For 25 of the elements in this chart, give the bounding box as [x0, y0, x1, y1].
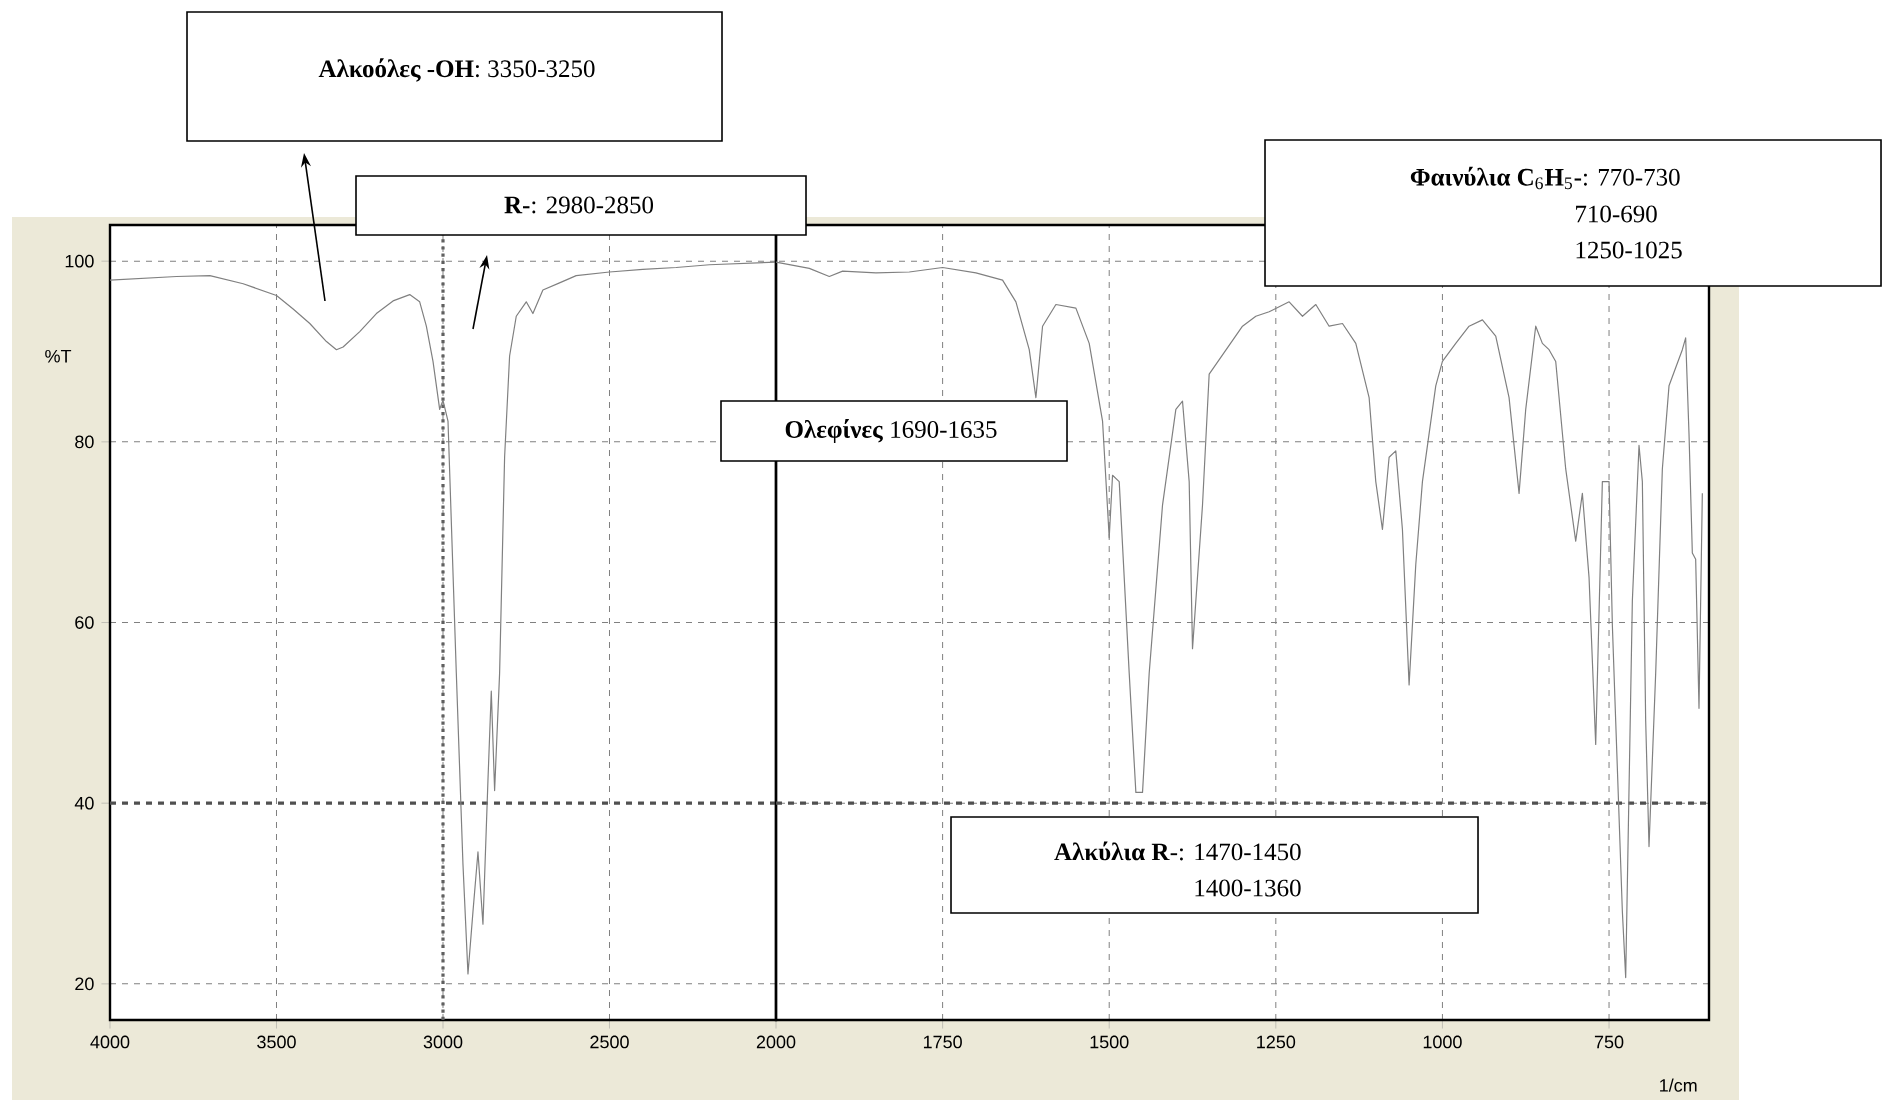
- x-tick-label: 2000: [756, 1035, 796, 1049]
- text: Φαινύλια C$_{6}$H$_{5}$-: 770-730: [1410, 166, 1680, 190]
- annotation: 1250-1025: [1576, 241, 1682, 259]
- x-tick-label: 1500: [1090, 1035, 1129, 1049]
- x-tick-label: 3500: [257, 1035, 296, 1049]
- y-axis-title: %T: [45, 349, 72, 363]
- x-axis-title: 1/cm: [1660, 1078, 1697, 1092]
- y-tick-label: 60: [75, 616, 94, 629]
- y-tick-label: 80: [75, 435, 94, 449]
- x-tick-label: 1000: [1423, 1035, 1462, 1049]
- y-tick-label: 100: [65, 254, 94, 268]
- y-tick-label: 20: [75, 977, 94, 991]
- text: R-: 2980-2850: [504, 196, 654, 214]
- y-tick-label: 40: [74, 796, 94, 810]
- x-tick-label: 750: [1594, 1035, 1624, 1049]
- x-tick-label: 2500: [590, 1035, 629, 1049]
- annotation: Ολεφίνες 1690-1635: [785, 419, 997, 443]
- x-tick-label: 4000: [90, 1035, 130, 1049]
- text: Αλκοόλες -OH: 3350-3250: [318, 58, 595, 82]
- x-tick-label: 1750: [923, 1035, 962, 1049]
- text: 710-690: [1576, 205, 1657, 223]
- x-tick-label: 1250: [1257, 1035, 1296, 1049]
- annotation: Αλκύλια R-: 1470-1450: [1054, 841, 1301, 861]
- annotation: 1400-1360: [1195, 879, 1301, 897]
- x-tick-label: 3000: [423, 1035, 463, 1049]
